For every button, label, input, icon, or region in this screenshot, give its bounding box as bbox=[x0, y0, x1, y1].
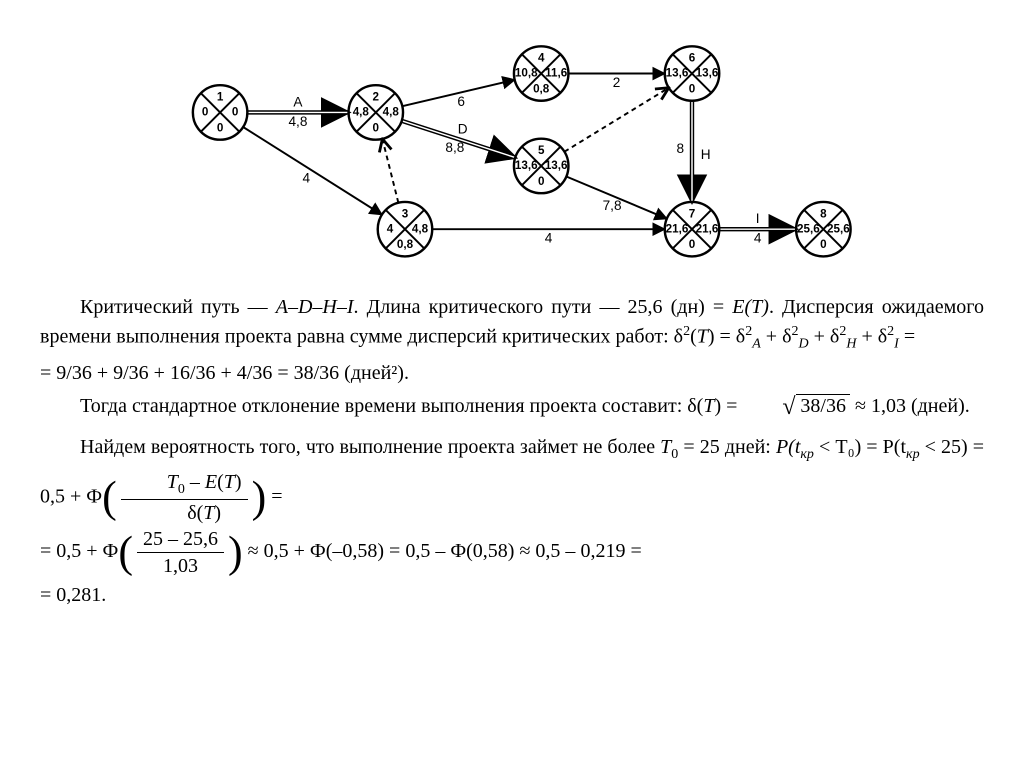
t: (дней). bbox=[906, 395, 970, 417]
t: = bbox=[625, 540, 641, 562]
svg-text:10,8: 10,8 bbox=[515, 67, 538, 80]
t: ≈ bbox=[850, 395, 871, 417]
t: ) = 0,5 – Ф( bbox=[377, 540, 472, 562]
result: 0,281 bbox=[56, 584, 101, 606]
svg-text:25,6: 25,6 bbox=[827, 222, 850, 235]
svg-text:13,6: 13,6 bbox=[696, 67, 719, 80]
svg-text:6: 6 bbox=[457, 94, 465, 109]
variance-calc: = 9/36 + 9/36 + 16/36 + 4/36 = 38/36 (дн… bbox=[40, 359, 984, 388]
t: кр bbox=[906, 447, 920, 462]
t: ) = bbox=[714, 395, 742, 417]
svg-text:2: 2 bbox=[613, 75, 621, 90]
t: Критический путь — bbox=[80, 296, 276, 318]
svg-text:13,6: 13,6 bbox=[666, 67, 689, 80]
t: ≈ 0,5 + Ф( bbox=[243, 540, 333, 562]
phi-val: 0,219 bbox=[580, 540, 625, 562]
svg-text:0: 0 bbox=[689, 238, 695, 251]
calc-den: 1,03 bbox=[137, 553, 224, 577]
t: ) ≈ 0,5 – bbox=[508, 540, 581, 562]
t: < T₀) = P(t bbox=[814, 436, 906, 458]
svg-text:4: 4 bbox=[754, 231, 762, 246]
t: = bbox=[40, 584, 56, 606]
svg-text:4,8: 4,8 bbox=[288, 114, 307, 129]
svg-text:0: 0 bbox=[689, 82, 695, 95]
svg-text:2: 2 bbox=[373, 91, 380, 104]
svg-text:8: 8 bbox=[820, 207, 827, 220]
svg-text:7,8: 7,8 bbox=[603, 198, 622, 213]
svg-text:4: 4 bbox=[538, 52, 545, 65]
explanation-text: Критический путь — A–D–H–I. Длина критич… bbox=[40, 293, 984, 610]
t: дней: bbox=[720, 436, 776, 458]
t: (дн) = bbox=[663, 296, 733, 318]
svg-text:21,6: 21,6 bbox=[696, 222, 719, 235]
svg-text:4,8: 4,8 bbox=[383, 106, 400, 119]
critical-path: A–D–H–I bbox=[276, 296, 354, 318]
svg-text:13,6: 13,6 bbox=[545, 159, 568, 172]
svg-text:D: D bbox=[458, 122, 468, 137]
svg-text:0: 0 bbox=[373, 121, 379, 134]
t: = 0,5 + Ф bbox=[40, 540, 118, 562]
svg-text:21,6: 21,6 bbox=[666, 222, 689, 235]
svg-text:3: 3 bbox=[402, 207, 409, 220]
phi-arg: –0,58 bbox=[332, 540, 377, 562]
svg-text:0,8: 0,8 bbox=[397, 238, 414, 251]
svg-text:7: 7 bbox=[689, 207, 695, 220]
svg-text:8,8: 8,8 bbox=[445, 140, 464, 155]
svg-text:I: I bbox=[756, 211, 760, 226]
calc-num: 25 – 25,6 bbox=[137, 528, 224, 553]
et: E(T) bbox=[732, 296, 769, 318]
svg-text:4,8: 4,8 bbox=[412, 222, 429, 235]
sqrt-arg: 38/36 bbox=[796, 394, 850, 417]
svg-text:13,6: 13,6 bbox=[515, 159, 538, 172]
svg-text:0: 0 bbox=[820, 238, 826, 251]
svg-text:1: 1 bbox=[217, 91, 224, 104]
t: P(t bbox=[776, 436, 800, 458]
svg-text:A: A bbox=[293, 94, 303, 109]
svg-text:0: 0 bbox=[232, 106, 238, 119]
critical-length: 25,6 bbox=[628, 296, 663, 318]
svg-text:25,6: 25,6 bbox=[797, 222, 820, 235]
svg-text:11,6: 11,6 bbox=[545, 67, 568, 80]
svg-text:H: H bbox=[701, 147, 711, 162]
svg-text:4: 4 bbox=[387, 222, 394, 235]
svg-text:5: 5 bbox=[538, 144, 545, 157]
svg-text:6: 6 bbox=[689, 52, 696, 65]
t: кр bbox=[800, 447, 814, 462]
phi-arg-pos: 0,58 bbox=[473, 540, 508, 562]
T0: 25 bbox=[700, 436, 720, 458]
svg-text:4: 4 bbox=[303, 170, 311, 185]
t: = bbox=[266, 485, 282, 507]
svg-text:0: 0 bbox=[217, 121, 223, 134]
svg-text:4: 4 bbox=[545, 231, 553, 246]
t: Найдем вероятность того, что выполнение … bbox=[80, 436, 660, 458]
svg-text:0,8: 0,8 bbox=[533, 82, 550, 95]
t: Тогда стандартное отклонение времени вып… bbox=[80, 395, 703, 417]
svg-text:0: 0 bbox=[538, 175, 544, 188]
svg-text:8: 8 bbox=[677, 141, 685, 156]
t: . Длина критического пути — bbox=[354, 296, 628, 318]
std-dev: 1,03 bbox=[871, 395, 906, 417]
svg-text:4,8: 4,8 bbox=[353, 106, 370, 119]
network-diagram: 4,8A468,8D247,88H4I 100024,84,80344,80,8… bbox=[152, 20, 872, 273]
svg-text:0: 0 bbox=[202, 106, 208, 119]
